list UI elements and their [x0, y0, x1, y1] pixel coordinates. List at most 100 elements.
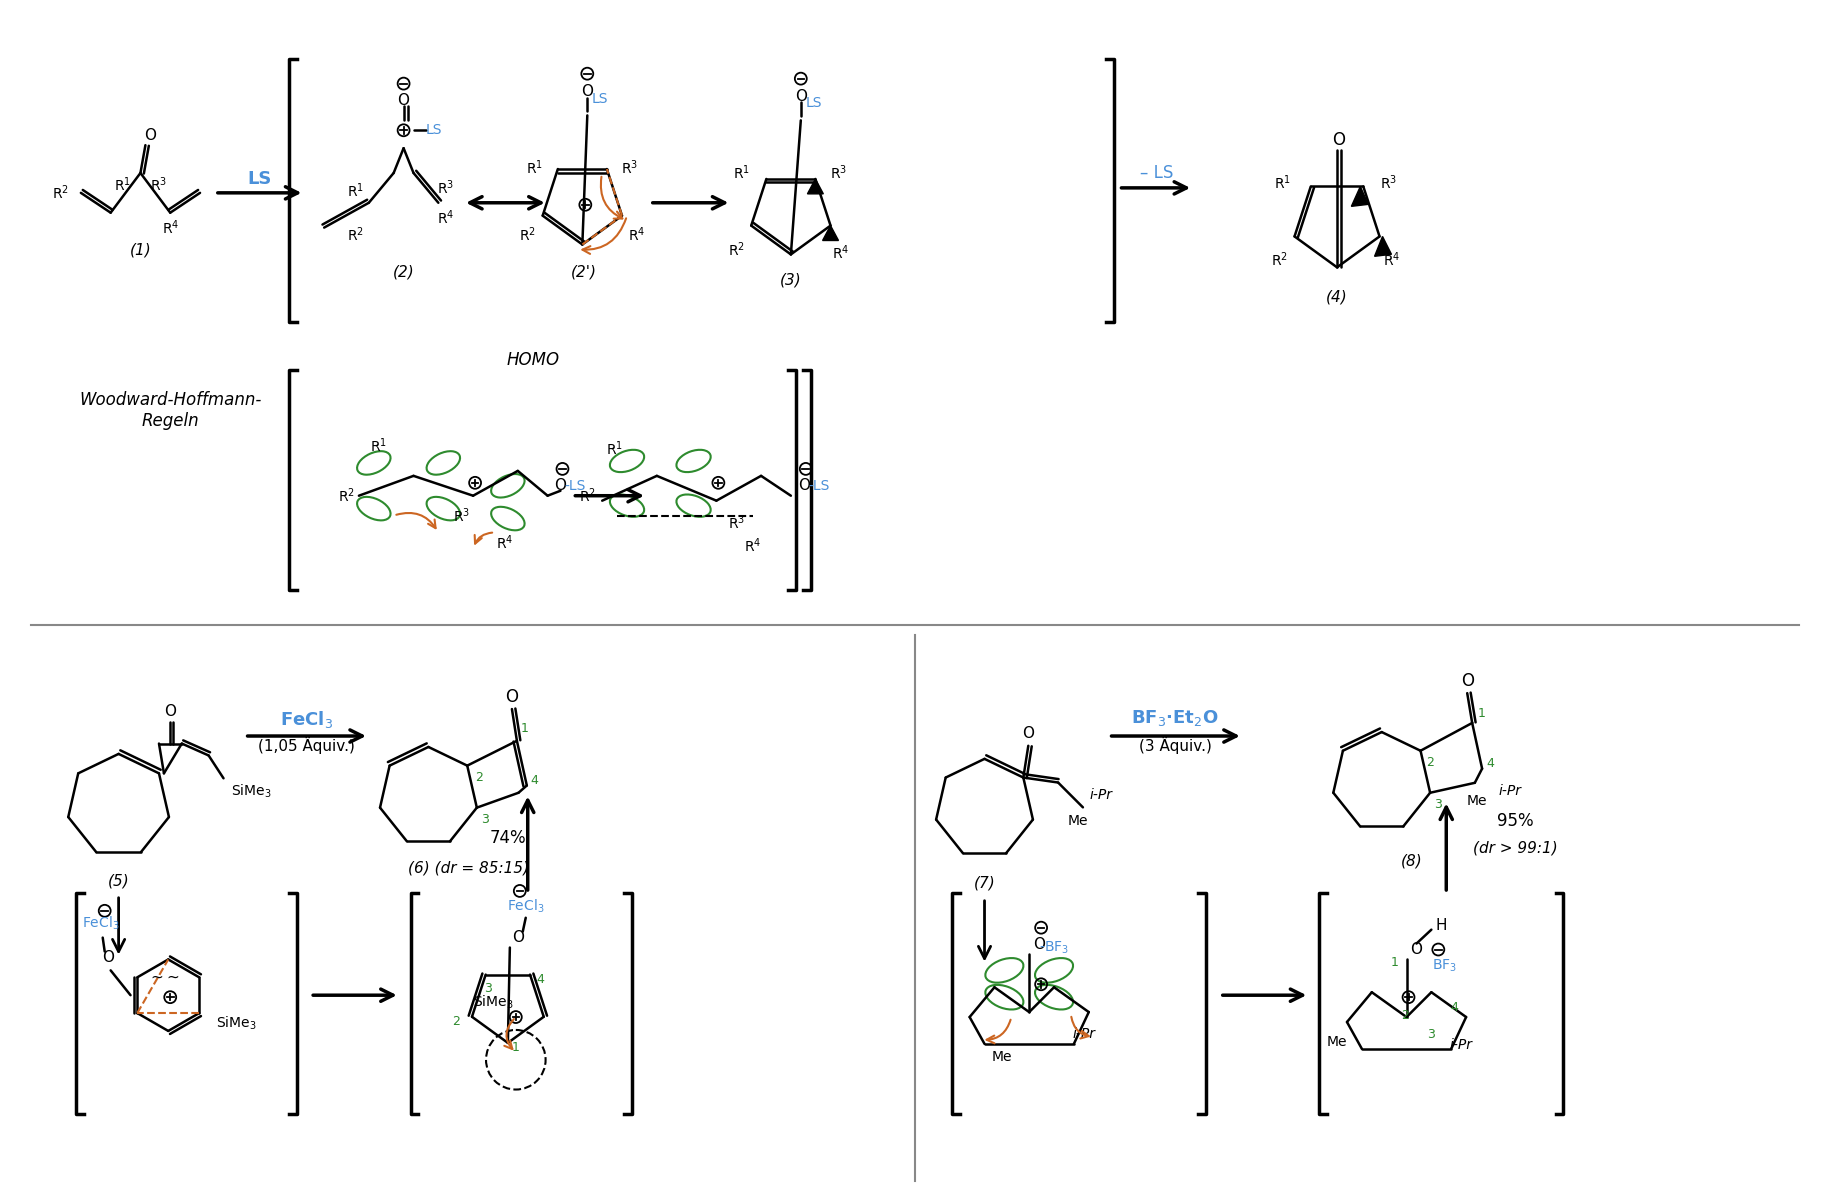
Text: H: H — [1435, 918, 1446, 934]
Text: R$^2$: R$^2$ — [51, 184, 70, 202]
Ellipse shape — [1034, 985, 1072, 1009]
Text: i-Pr: i-Pr — [1089, 788, 1111, 802]
Text: R$^4$: R$^4$ — [161, 219, 179, 236]
Text: 4: 4 — [1449, 1001, 1457, 1014]
Text: (3 Äquiv.): (3 Äquiv.) — [1138, 738, 1211, 755]
Text: O: O — [1409, 942, 1422, 958]
Text: – LS: – LS — [1138, 164, 1173, 181]
Ellipse shape — [490, 474, 525, 498]
Text: 1: 1 — [1477, 707, 1486, 720]
Text: R$^2$: R$^2$ — [348, 226, 364, 244]
Text: 74%: 74% — [489, 830, 525, 848]
Text: LS: LS — [805, 97, 822, 111]
Text: BF$_3$·Et$_2$O: BF$_3$·Et$_2$O — [1131, 708, 1219, 728]
Text: R$^3$: R$^3$ — [150, 176, 167, 195]
Text: R$^4$: R$^4$ — [831, 244, 849, 261]
Text: O: O — [1332, 131, 1345, 149]
Text: 1: 1 — [520, 722, 529, 736]
Polygon shape — [807, 179, 824, 193]
Text: 2: 2 — [476, 771, 483, 784]
Text: (1): (1) — [130, 242, 152, 258]
Ellipse shape — [426, 451, 459, 475]
Text: R$^3$: R$^3$ — [727, 513, 745, 531]
Text: R$^4$: R$^4$ — [436, 209, 454, 227]
Text: ~: ~ — [167, 970, 179, 985]
Text: O: O — [1021, 726, 1034, 741]
Text: R$^3$: R$^3$ — [437, 179, 454, 197]
Text: LS: LS — [425, 123, 441, 137]
Text: O: O — [165, 704, 176, 719]
Text: R$^4$: R$^4$ — [628, 226, 646, 244]
Text: R$^4$: R$^4$ — [496, 533, 512, 552]
Text: BF$_3$: BF$_3$ — [1431, 958, 1457, 973]
Text: Me: Me — [1466, 794, 1486, 807]
Text: i-Pr: i-Pr — [1497, 783, 1521, 798]
Text: 4: 4 — [531, 774, 538, 787]
Ellipse shape — [426, 497, 459, 521]
Text: (4): (4) — [1325, 290, 1347, 304]
Ellipse shape — [609, 494, 644, 517]
Text: SiMe$_3$: SiMe$_3$ — [472, 993, 514, 1011]
Text: (2'): (2') — [571, 265, 597, 279]
Text: 4: 4 — [536, 973, 544, 986]
Text: 2: 2 — [1400, 1009, 1407, 1022]
Text: (2): (2) — [392, 265, 414, 279]
Ellipse shape — [357, 497, 390, 521]
Text: R$^1$: R$^1$ — [1274, 173, 1290, 192]
Text: O: O — [798, 479, 809, 493]
Text: O: O — [1460, 672, 1473, 690]
Text: Woodward-Hoffmann-
Regeln: Woodward-Hoffmann- Regeln — [79, 392, 262, 430]
Text: (6) (dr = 85:15): (6) (dr = 85:15) — [408, 861, 529, 875]
Polygon shape — [1374, 236, 1391, 257]
Text: R$^1$: R$^1$ — [113, 176, 132, 195]
Text: R$^1$: R$^1$ — [525, 159, 544, 178]
Text: R$^2$: R$^2$ — [520, 226, 536, 244]
Ellipse shape — [675, 494, 710, 517]
Text: R$^4$: R$^4$ — [745, 536, 761, 555]
Text: O: O — [397, 93, 410, 107]
Text: R$^3$: R$^3$ — [1380, 173, 1396, 192]
Text: (dr > 99:1): (dr > 99:1) — [1473, 841, 1557, 856]
Text: R$^3$: R$^3$ — [620, 159, 639, 178]
Text: 3: 3 — [1433, 798, 1442, 811]
Text: O: O — [505, 688, 518, 706]
Text: Me: Me — [1067, 814, 1087, 829]
Text: (1,05 Äquiv.): (1,05 Äquiv.) — [258, 738, 355, 755]
Text: O: O — [102, 950, 113, 965]
Text: i-Pr: i-Pr — [1072, 1027, 1094, 1041]
Text: R$^4$: R$^4$ — [1382, 250, 1400, 269]
Text: 3: 3 — [1427, 1028, 1435, 1041]
Text: SiMe$_3$: SiMe$_3$ — [231, 782, 273, 800]
Text: -BF$_3$: -BF$_3$ — [1038, 940, 1069, 955]
Text: FeCl$_3$: FeCl$_3$ — [507, 897, 544, 915]
Text: (3): (3) — [780, 272, 802, 288]
Text: FeCl$_3$: FeCl$_3$ — [82, 915, 119, 933]
Text: (7): (7) — [974, 875, 996, 891]
Polygon shape — [822, 226, 838, 240]
Text: -LS: -LS — [807, 479, 829, 493]
Ellipse shape — [357, 451, 390, 475]
Text: (8): (8) — [1400, 854, 1422, 869]
Text: 1: 1 — [1391, 956, 1398, 970]
Text: i-Pr: i-Pr — [1449, 1038, 1471, 1052]
Text: R$^1$: R$^1$ — [732, 164, 748, 183]
Text: ~: ~ — [150, 970, 163, 985]
Text: LS: LS — [591, 92, 608, 105]
Text: R$^1$: R$^1$ — [370, 437, 388, 455]
Text: R$^2$: R$^2$ — [578, 486, 595, 505]
Ellipse shape — [985, 958, 1023, 983]
Text: O: O — [794, 90, 807, 104]
Text: O: O — [512, 930, 523, 946]
Text: R$^1$: R$^1$ — [606, 439, 622, 458]
Text: R$^3$: R$^3$ — [452, 506, 470, 525]
Text: R$^2$: R$^2$ — [1270, 250, 1286, 269]
Text: Me: Me — [1327, 1035, 1347, 1048]
Text: O: O — [580, 84, 593, 99]
Polygon shape — [1351, 186, 1367, 207]
Text: 95%: 95% — [1497, 812, 1534, 830]
Ellipse shape — [675, 450, 710, 472]
Text: -LS: -LS — [564, 479, 586, 493]
Ellipse shape — [609, 450, 644, 472]
Text: 2: 2 — [452, 1015, 459, 1028]
Text: O: O — [554, 479, 565, 493]
